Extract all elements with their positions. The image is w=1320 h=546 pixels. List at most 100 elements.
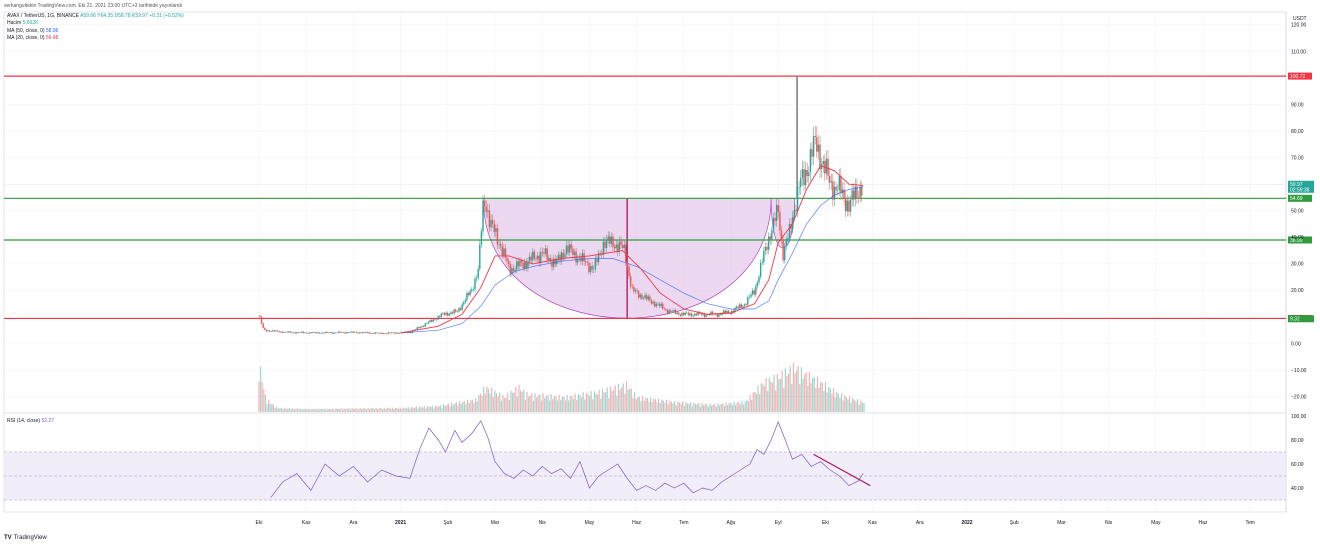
legend-ma20-row[interactable]: MA (20, close, 0) 59.48 bbox=[7, 35, 184, 42]
candle-body bbox=[450, 312, 452, 315]
time-tick-label: Eki bbox=[822, 520, 829, 526]
volume-bar bbox=[502, 395, 504, 412]
price-tag-label: 59.97 bbox=[1290, 182, 1303, 188]
ma20-label: MA (20, close, 0) bbox=[7, 35, 45, 42]
time-tick-label: May bbox=[1151, 520, 1161, 526]
volume-bar bbox=[640, 401, 642, 412]
volume-bar bbox=[364, 408, 366, 412]
volume-bar bbox=[574, 393, 576, 412]
volume-bar bbox=[712, 404, 714, 412]
candle-body bbox=[296, 332, 298, 334]
volume-bar bbox=[478, 395, 480, 412]
candle-body bbox=[440, 313, 442, 317]
candle-body bbox=[459, 308, 462, 310]
volume-bar bbox=[783, 388, 785, 412]
legend-symbol-row[interactable]: AVAX / TetherUS, 1G, BINANCE A59.66 Y64.… bbox=[7, 13, 184, 20]
candle-body bbox=[634, 290, 637, 292]
candle-body bbox=[286, 331, 288, 333]
candle-body bbox=[514, 269, 516, 271]
volume-bar bbox=[345, 408, 347, 412]
volume-bar bbox=[276, 406, 278, 412]
volume-bar bbox=[406, 408, 408, 412]
candle-body bbox=[581, 253, 584, 262]
volume-bar bbox=[404, 407, 406, 412]
volume-bar bbox=[611, 390, 613, 412]
volume-bar bbox=[510, 390, 512, 412]
volume-bar bbox=[349, 409, 352, 412]
volume-bar bbox=[338, 409, 340, 412]
candle-body bbox=[336, 332, 338, 334]
volume-bar bbox=[542, 393, 544, 412]
rsi-line bbox=[270, 420, 864, 498]
candle-body bbox=[504, 248, 507, 258]
volume-bar bbox=[264, 394, 267, 412]
volume-bar bbox=[848, 396, 851, 412]
volume-bar bbox=[450, 402, 453, 412]
volume-bar bbox=[380, 408, 382, 412]
candle-body bbox=[451, 312, 454, 314]
volume-bar bbox=[410, 407, 413, 412]
volume-bar bbox=[324, 408, 326, 412]
price-tick-label: 80.00 bbox=[1291, 129, 1304, 135]
candle-body bbox=[633, 287, 635, 292]
volume-bar bbox=[463, 401, 466, 412]
volume-bar bbox=[760, 383, 762, 412]
volume-bar bbox=[396, 408, 398, 412]
volume-bar bbox=[372, 408, 374, 412]
volume-bar bbox=[361, 408, 363, 412]
candle-body bbox=[302, 331, 304, 334]
candle-body bbox=[710, 311, 712, 315]
volume-bar bbox=[630, 388, 632, 412]
candle-body bbox=[289, 331, 292, 333]
candle-body bbox=[321, 332, 324, 334]
volume-bar bbox=[569, 395, 571, 412]
volume-bar bbox=[625, 381, 628, 412]
candle-body bbox=[790, 223, 792, 229]
candle-body bbox=[583, 253, 585, 262]
candle-body bbox=[586, 262, 589, 263]
candle-body bbox=[621, 245, 624, 249]
volume-bar bbox=[359, 408, 361, 412]
volume-bars bbox=[258, 363, 865, 412]
candle-body bbox=[848, 200, 850, 212]
volume-bar bbox=[723, 405, 725, 412]
candle-body bbox=[260, 316, 263, 324]
candle-body bbox=[278, 331, 280, 333]
volume-bar bbox=[507, 392, 509, 412]
legend-ma50-row[interactable]: MA (50, close, 0) 58.96 bbox=[7, 28, 184, 35]
candle-body bbox=[642, 298, 645, 299]
candle-body bbox=[828, 175, 831, 183]
time-tick-label: May bbox=[585, 520, 595, 526]
candle-body bbox=[670, 310, 672, 312]
volume-bar bbox=[728, 403, 730, 412]
volume-bar bbox=[558, 394, 560, 412]
volume-bar bbox=[641, 396, 644, 412]
volume-bar bbox=[492, 397, 494, 412]
ma50-label: MA (50, close, 0) bbox=[7, 27, 45, 34]
time-tick-label: 2021 bbox=[395, 520, 406, 526]
candle-body bbox=[390, 332, 393, 334]
volume-bar bbox=[585, 392, 587, 412]
candle-body bbox=[846, 200, 849, 212]
candle-body bbox=[536, 255, 539, 260]
candle-body bbox=[389, 332, 391, 334]
volume-bar bbox=[739, 404, 742, 412]
tradingview-brand[interactable]: TV TradingView bbox=[4, 535, 47, 541]
volume-bar bbox=[572, 399, 575, 412]
volume-bar bbox=[325, 409, 328, 412]
rsi-panel bbox=[4, 420, 1286, 501]
volume-bar bbox=[303, 408, 305, 412]
candle-body bbox=[337, 331, 340, 333]
rsi-legend[interactable]: RSI (14, close) 52.27 bbox=[7, 418, 54, 424]
candle-body bbox=[565, 245, 568, 255]
candle-body bbox=[477, 268, 479, 278]
volume-bar bbox=[751, 399, 753, 412]
candle-body bbox=[708, 314, 710, 316]
volume-bar bbox=[483, 386, 485, 412]
legend-volume-row[interactable]: Hacim 5.662K bbox=[7, 20, 184, 27]
candle-body bbox=[297, 332, 300, 333]
candle-body bbox=[437, 316, 439, 320]
candle-body bbox=[739, 304, 741, 308]
volume-bar bbox=[784, 368, 786, 412]
